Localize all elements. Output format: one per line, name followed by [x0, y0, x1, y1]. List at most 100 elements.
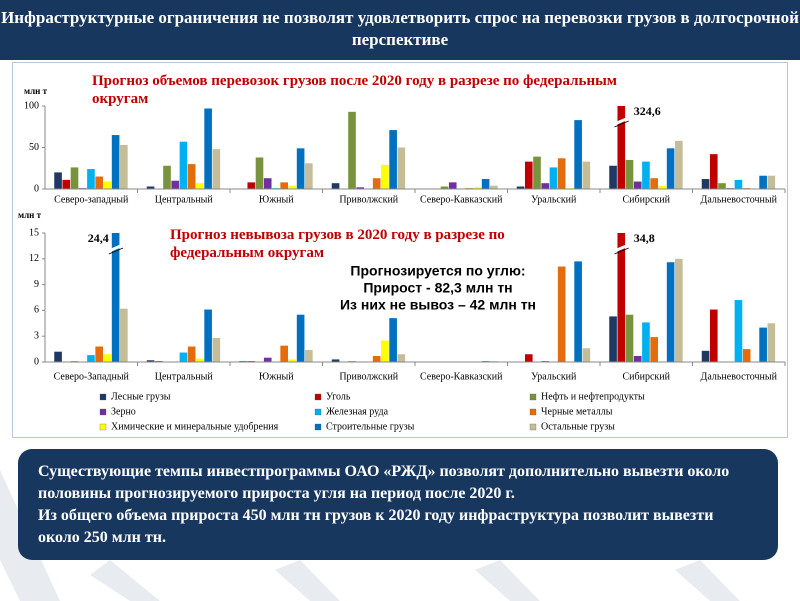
bars — [54, 106, 776, 189]
y-tick-label: 9 — [34, 279, 39, 290]
bar — [296, 314, 305, 362]
bar — [448, 182, 457, 189]
x-tick-label: Центральный — [155, 371, 214, 382]
bar — [609, 316, 617, 362]
x-tick-label: Северо-Кавказский — [420, 371, 503, 382]
header-title: Инфраструктурные ограничения не позволят… — [0, 0, 800, 60]
bar — [767, 175, 776, 189]
bar — [263, 357, 272, 362]
bar — [204, 309, 212, 362]
legend-label: Черные металлы — [541, 406, 613, 417]
bar — [742, 349, 751, 362]
bar — [372, 178, 381, 189]
legend-swatch — [314, 423, 322, 431]
bar — [549, 167, 558, 189]
bar — [280, 345, 288, 362]
legend-label: Лесные грузы — [111, 391, 171, 402]
bar — [111, 135, 120, 189]
bar — [389, 130, 397, 189]
legend-label: Уголь — [326, 391, 351, 402]
callout-text: Существующие темпы инвестпрограммы ОАО «… — [38, 463, 730, 502]
bar — [54, 172, 62, 189]
break-mark — [613, 243, 630, 253]
x-tick-label: Северо-Западный — [54, 371, 130, 382]
bar — [609, 165, 617, 189]
bar — [204, 108, 212, 189]
bar — [397, 354, 406, 362]
bar — [296, 148, 305, 189]
x-tick-label: Южный — [259, 194, 294, 205]
legend-label: Химические и минеральные удобрения — [111, 421, 279, 432]
legend-label: Остальные грузы — [541, 421, 615, 432]
bar — [642, 322, 650, 362]
break-mark — [613, 116, 630, 126]
bar — [95, 176, 103, 189]
bar — [440, 186, 449, 189]
bar — [481, 179, 490, 189]
bar — [111, 233, 120, 362]
callout-text: Из общего объема прироста 450 млн тн гру… — [38, 507, 714, 546]
bar — [650, 337, 658, 362]
x-tick-label: Дальневосточный — [701, 194, 778, 205]
bar — [658, 185, 667, 189]
bar — [709, 154, 718, 189]
bar — [247, 182, 256, 189]
bar — [103, 354, 112, 362]
bar — [617, 106, 626, 189]
y-tick-label: 3 — [34, 330, 39, 341]
bar — [305, 163, 313, 189]
bar — [87, 355, 95, 362]
bar — [331, 183, 340, 189]
bar — [179, 141, 188, 189]
bar — [675, 140, 683, 189]
bar — [356, 187, 365, 189]
bar — [557, 266, 566, 362]
bar — [666, 148, 675, 189]
legend-swatch — [99, 408, 107, 416]
bar — [701, 350, 710, 362]
bar — [389, 318, 397, 362]
bar — [103, 181, 112, 189]
y-tick-label: 12 — [29, 253, 39, 264]
bar — [625, 314, 634, 362]
y-tick-label: 100 — [24, 100, 39, 111]
bar — [524, 161, 533, 189]
callout: Существующие темпы инвестпрограммы ОАО «… — [18, 449, 778, 560]
y-axis-label: млн т — [24, 86, 48, 96]
annotation: Прирост - 82,3 млн тн — [363, 280, 512, 296]
bar — [171, 180, 180, 189]
bar — [288, 185, 297, 189]
bar — [331, 359, 340, 362]
bar — [146, 186, 155, 189]
bar — [179, 352, 188, 362]
x-tick-label: Сибирский — [623, 194, 671, 205]
bar — [759, 327, 767, 362]
legend-swatch — [529, 393, 537, 401]
legend-swatch — [529, 423, 537, 431]
legend-swatch — [314, 393, 322, 401]
x-tick-label: Приволжский — [339, 194, 398, 205]
bar — [381, 164, 389, 189]
legend-swatch — [99, 423, 107, 431]
bar — [516, 186, 525, 189]
bar — [163, 165, 171, 189]
x-tick-label: Южный — [259, 371, 294, 382]
bar — [196, 358, 204, 362]
bar — [288, 359, 297, 362]
legend-label: Строительные грузы — [326, 421, 415, 432]
annotation: Прогнозируется по углю: — [350, 263, 525, 279]
bar — [95, 346, 103, 362]
bars — [54, 233, 776, 362]
bar — [372, 355, 381, 362]
y-tick-label: 0 — [34, 183, 39, 194]
y-tick-label: 0 — [34, 356, 39, 367]
y-tick-label: 15 — [29, 227, 39, 238]
break-mark — [614, 120, 629, 128]
legend-swatch — [99, 393, 107, 401]
bar — [54, 351, 62, 362]
y-tick-label: 6 — [34, 305, 39, 316]
bar — [582, 348, 591, 362]
bar — [541, 183, 550, 189]
bar — [574, 261, 582, 362]
